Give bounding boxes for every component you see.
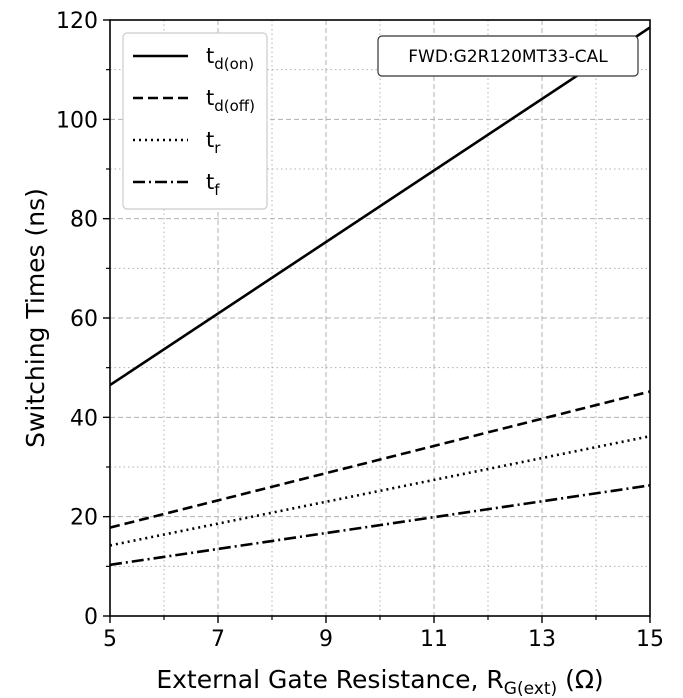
y-axis-label: Switching Times (ns) <box>21 188 50 448</box>
x-tick-label: 11 <box>420 627 448 652</box>
y-tick-label: 40 <box>70 406 98 431</box>
y-tick-label: 0 <box>84 605 98 630</box>
x-axis-label-unit: (Ω) <box>557 665 604 694</box>
series-line-f <box>110 484 650 567</box>
legend-items: td(on) td(off) tr tf <box>133 44 255 199</box>
x-tick-label: 15 <box>636 627 664 652</box>
y-tick-label: 120 <box>56 9 98 34</box>
series-line-r <box>110 434 650 547</box>
x-tick-label: 9 <box>319 627 333 652</box>
x-tick-label: 5 <box>103 627 117 652</box>
series-lines <box>110 26 650 567</box>
x-tick-label: 13 <box>528 627 556 652</box>
y-tick-label: 100 <box>56 108 98 133</box>
annotation-box <box>377 35 639 77</box>
series-line-doff <box>110 390 650 529</box>
legend-label: td(on) <box>206 44 254 73</box>
y-tick-label: 20 <box>70 506 98 531</box>
annotation-text: FWD:G2R120MT33-CAL <box>408 47 608 67</box>
legend-label: tr <box>206 128 221 157</box>
legend-label: td(off) <box>206 86 255 115</box>
legend-box <box>122 32 268 210</box>
x-axis-label-main: External Gate Resistance, R <box>156 665 503 694</box>
ticks: 5 7 9 11 13 15 0 20 40 60 80 100 120 <box>56 9 664 652</box>
legend-label: tf <box>206 170 220 199</box>
legend: td(on) td(off) tr tf <box>122 32 268 210</box>
annotation: FWD:G2R120MT33-CAL <box>377 35 639 77</box>
series-line-don <box>110 26 650 387</box>
x-axis-label: External Gate Resistance, RG(ext) (Ω) <box>156 665 603 698</box>
x-tick-label: 7 <box>211 627 225 652</box>
y-tick-label: 60 <box>70 307 98 332</box>
y-tick-label: 80 <box>70 208 98 233</box>
x-axis-label-sub: G(ext) <box>504 679 557 698</box>
